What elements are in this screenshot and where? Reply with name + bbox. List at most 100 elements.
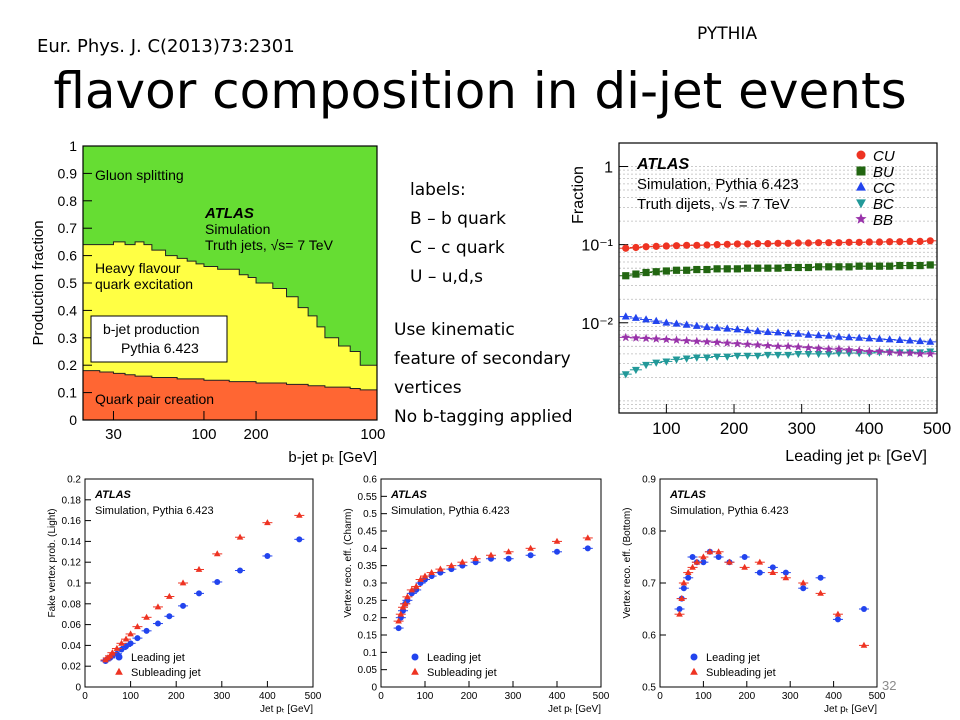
y-tick-label: 0.7 — [58, 220, 78, 236]
y-tick-label: 0.05 — [358, 665, 378, 676]
x-tick-label: 400 — [549, 691, 566, 702]
data-point — [763, 340, 773, 350]
data-point — [196, 590, 202, 597]
slide-title: flavor composition in di-jet events — [53, 62, 907, 120]
method-note-line: feature of secondary — [394, 349, 571, 369]
data-point — [905, 336, 914, 344]
data-point — [154, 620, 161, 627]
series-BU — [619, 166, 937, 280]
data-point — [109, 649, 116, 656]
labels-note-line: labels: — [410, 180, 466, 200]
info-label: Truth jets, √s= 7 TeV — [205, 237, 334, 253]
plot-frame — [84, 478, 314, 688]
legend-marker — [115, 667, 123, 675]
data-point — [784, 329, 793, 337]
y-tick-label: 0.5 — [642, 683, 656, 694]
data-point — [652, 268, 660, 276]
method-note: Use kinematic feature of secondary verti… — [394, 316, 573, 432]
data-point — [926, 337, 935, 345]
data-point — [622, 272, 630, 280]
data-point — [642, 243, 650, 251]
data-point — [804, 263, 813, 272]
y-tick-label: 0.06 — [62, 620, 82, 631]
data-point — [395, 617, 402, 624]
legend-label: CU — [873, 148, 895, 165]
data-point — [925, 349, 935, 358]
data-point — [421, 572, 429, 579]
data-point — [122, 635, 130, 642]
data-point — [404, 593, 411, 600]
data-point — [764, 264, 772, 272]
data-point — [713, 353, 722, 361]
data-point — [702, 337, 712, 346]
data-point — [782, 574, 790, 581]
y-tick-label: 0.5 — [58, 275, 78, 291]
x-tick-label: 200 — [720, 419, 748, 438]
data-point — [166, 592, 173, 599]
data-point — [652, 316, 661, 324]
x-tick-label: 300 — [782, 691, 799, 702]
y-tick-label: 0.6 — [642, 631, 656, 642]
y-tick-label: 0.3 — [363, 579, 377, 590]
y-tick-label: 0.55 — [358, 492, 378, 503]
x-tick-label: 400 — [855, 419, 883, 438]
data-point — [784, 239, 792, 247]
data-point — [855, 262, 863, 270]
series-CC — [619, 181, 937, 345]
y-axis-label: Production fraction — [30, 220, 47, 345]
data-point — [741, 563, 748, 570]
data-point — [672, 319, 681, 327]
data-point — [264, 519, 271, 526]
method-note-line: vertices — [394, 378, 462, 398]
heavy-flavour-excitation-region — [82, 241, 378, 421]
data-point — [723, 353, 732, 361]
y-axis-label: Vertex reco. eff. (Bottom) — [622, 508, 633, 619]
y-tick-label: 0.15 — [358, 631, 378, 642]
data-point — [733, 265, 742, 273]
x-tick-label: 0 — [82, 691, 88, 702]
data-point — [662, 318, 671, 326]
x-tick-label: 1000 — [360, 426, 385, 443]
x-tick-label: 100 — [652, 419, 680, 438]
legend-marker — [411, 653, 419, 661]
y-tick-label: 0.7 — [642, 579, 656, 590]
data-point — [896, 238, 904, 246]
plot-frame — [618, 142, 938, 414]
data-point — [916, 261, 924, 270]
data-point — [754, 264, 762, 272]
y-axis-label: Fraction — [570, 166, 587, 224]
data-point — [408, 586, 416, 593]
data-point — [794, 239, 802, 247]
data-point — [642, 361, 651, 370]
data-point — [213, 550, 221, 557]
legend-marker — [856, 166, 866, 176]
x-tick-label: 100 — [417, 691, 434, 702]
labels-note-line: C – c quark — [410, 238, 505, 258]
data-point — [703, 241, 711, 249]
data-point — [804, 343, 813, 352]
production-fraction-chart: 0 0.1 0.2 0.3 0.4 0.5 0.6 0.7 0.8 0.9 1 30 100 200 100… — [30, 138, 385, 466]
y-tick-label: 0.9 — [58, 165, 78, 181]
y-tick-label: 0.35 — [358, 561, 378, 572]
bottom-vertex-eff-chart: 0.5 0.6 0.7 0.8 0.9 0 100 200 300 400 500 Jet pₜ [G… — [622, 475, 886, 716]
x-tick-label: 500 — [305, 691, 322, 702]
y-tick-label: 0.4 — [363, 544, 377, 555]
data-point — [906, 237, 914, 246]
data-point — [417, 575, 424, 582]
data-point — [632, 270, 640, 278]
data-point — [621, 371, 630, 379]
flavour-fraction-chart: 1 10⁻¹ 10⁻² 100 200 300 400 500 Leading jet pₜ [… — [570, 142, 951, 465]
data-point — [875, 262, 884, 270]
y-tick-label: 0.2 — [58, 357, 78, 373]
labels-note: labels: B – b quark C – c quark U – u,d,… — [410, 176, 506, 292]
y-tick-label: 10⁻¹ — [581, 238, 613, 255]
region-label-gluon: Gluon splitting — [95, 167, 184, 183]
data-point — [743, 339, 752, 349]
info-label: Simulation, Pythia 6.423 — [670, 505, 789, 517]
data-point — [743, 264, 752, 272]
charm-vertex-eff-chart: 0 0.05 0.1 0.15 0.2 0.25 0.3 0.35 0.4 0.45 0.5 0.55… — [343, 475, 610, 716]
data-point — [722, 338, 732, 347]
data-point — [754, 240, 762, 248]
data-point — [926, 261, 934, 269]
x-tick-label: 500 — [923, 419, 951, 438]
